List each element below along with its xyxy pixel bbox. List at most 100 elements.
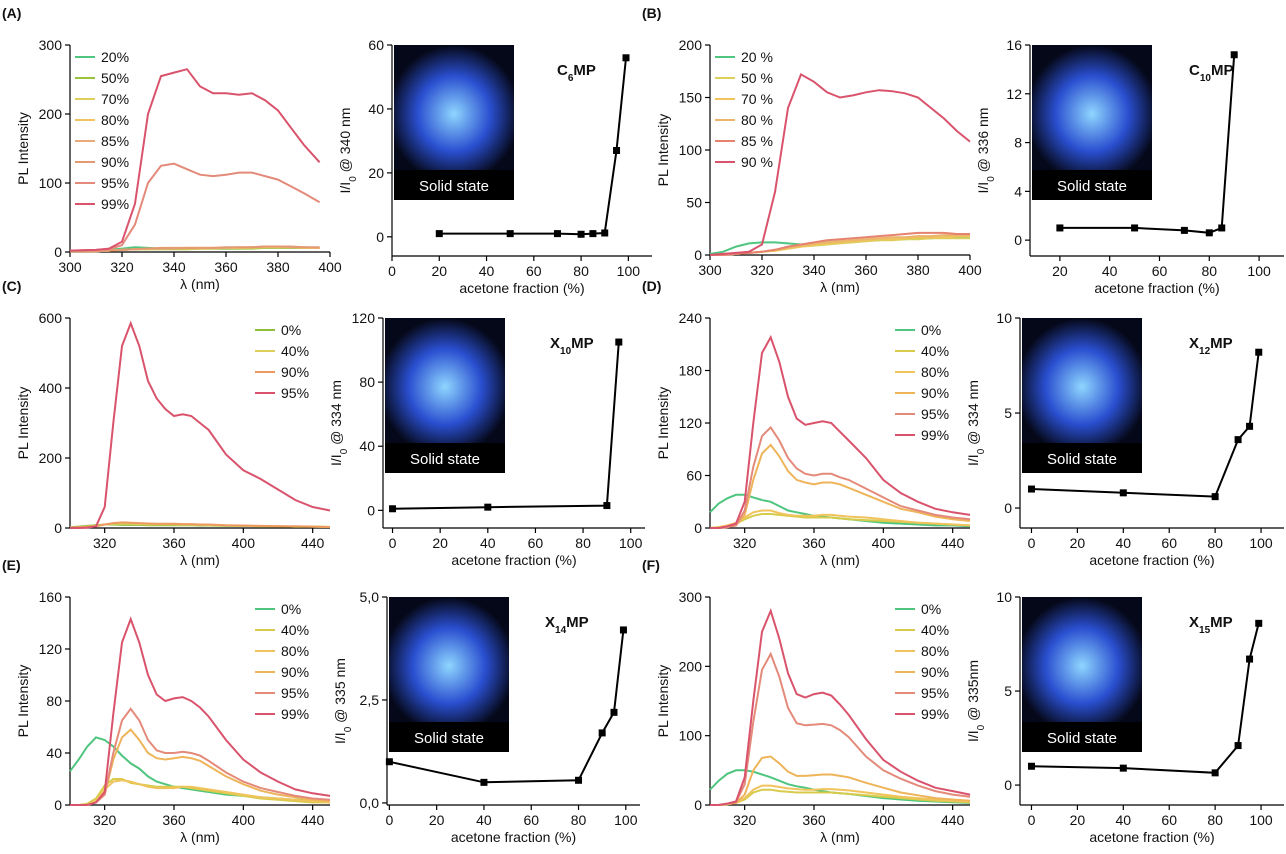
legend-label: 40% (281, 622, 309, 638)
y-tick-label: 40 (46, 745, 62, 761)
marker (1211, 493, 1219, 501)
y-tick-label: 100 (39, 175, 63, 191)
x-tick-label: 80 (571, 812, 587, 828)
marker (598, 729, 606, 737)
x-axis-label: acetone fraction (%) (1089, 829, 1214, 845)
legend-label: 99% (921, 427, 949, 443)
y-axis-label-sub: 0 (343, 726, 354, 732)
legend-label: 99% (921, 706, 949, 722)
x-tick-label: 0 (1028, 812, 1036, 828)
marker (1234, 742, 1242, 750)
x-tick-label: 60 (528, 535, 544, 551)
annotation: X15MP (1189, 614, 1233, 636)
legend-label: 70% (101, 91, 129, 107)
x-tick-label: 60 (1152, 263, 1168, 279)
y-tick-label: 0 (694, 247, 702, 263)
annotation-sub: 15 (1199, 625, 1211, 636)
spectrum-line (710, 755, 971, 806)
x-tick-label: 400 (872, 812, 896, 828)
x-tick-label: 300 (698, 262, 722, 278)
y-tick-label: 4 (1014, 183, 1022, 199)
marker (1230, 51, 1238, 59)
trend-line (1059, 54, 1236, 234)
marker (1056, 224, 1064, 232)
y-tick-label: 8 (1014, 135, 1022, 151)
annotation-part: X (545, 614, 555, 631)
spectrum-line (710, 425, 971, 529)
x-tick-label: 440 (941, 812, 965, 828)
legend-label: 95% (921, 685, 949, 701)
y-tick-label: 400 (39, 380, 63, 396)
photo (1022, 597, 1142, 722)
annotation-part: MP (571, 335, 594, 352)
x-axis-label: acetone fraction (%) (1089, 552, 1214, 568)
legend-label: 80 % (741, 112, 773, 128)
panel-label: (A) (2, 5, 21, 21)
panel-label: (B) (642, 5, 661, 21)
legend-label: 50 % (741, 70, 773, 86)
annotation-part: MP (1210, 335, 1233, 352)
spectrum-line (70, 245, 320, 253)
x-axis-label: λ (nm) (820, 552, 860, 568)
x-tick-label: 100 (619, 535, 643, 551)
legend-label: 0% (281, 322, 301, 338)
spectrum-line (69, 521, 331, 529)
x-tick-label: 100 (1247, 263, 1271, 279)
spectrum-line (710, 443, 971, 529)
photo (1032, 45, 1152, 170)
spectrum-line (70, 728, 331, 806)
y-axis-label-sub: 0 (976, 724, 987, 730)
x-tick-label: 20 (1052, 263, 1068, 279)
legend-label: 95% (101, 175, 129, 191)
x-tick-label: 100 (1249, 535, 1273, 551)
x-tick-label: 40 (480, 535, 496, 551)
x-tick-label: 0 (389, 535, 397, 551)
x-tick-label: 20 (429, 812, 445, 828)
marker (1119, 489, 1127, 497)
spectrum-line (710, 788, 971, 806)
photo (389, 597, 509, 722)
trend-line (389, 629, 625, 784)
y-axis-label-sub: 0 (986, 176, 997, 182)
legend-label: 0% (921, 601, 941, 617)
legend-label: 20 % (741, 49, 773, 65)
trend-line (439, 57, 627, 236)
marker (389, 505, 397, 513)
y-tick-label: 120 (39, 641, 63, 657)
legend-label: 80% (101, 112, 129, 128)
x-axis-label: acetone fraction (%) (451, 552, 576, 568)
photo-caption: Solid state (1047, 730, 1117, 747)
photo-caption: Solid state (410, 451, 480, 468)
y-tick-label: 50 (686, 195, 702, 211)
y-tick-label: 200 (39, 106, 63, 122)
y-axis-label-part: @ 340 nm (337, 108, 353, 177)
photo-caption: Solid state (419, 178, 489, 195)
y-axis-label: PL Intensity (655, 665, 671, 738)
y-tick-label: 0 (694, 520, 702, 536)
y-tick-label: 0 (54, 520, 62, 536)
x-tick-label: 80 (575, 535, 591, 551)
x-tick-label: 0 (385, 812, 393, 828)
x-tick-label: 60 (523, 812, 539, 828)
legend-label: 80% (921, 643, 949, 659)
annotation-part: C (557, 62, 568, 79)
spectrum-line (710, 607, 971, 806)
y-tick-label: 12 (1006, 86, 1022, 102)
y-tick-label: 5 (1004, 683, 1012, 699)
legend-label: 90% (281, 364, 309, 380)
annotation-sub: 10 (1200, 73, 1212, 84)
x-axis-label: λ (nm) (820, 279, 860, 295)
photo-caption-bg (1032, 170, 1152, 200)
y-axis-label-part: I/I (332, 732, 348, 744)
annotation: C6MP (557, 62, 596, 84)
annotation-part: C (1189, 62, 1200, 79)
marker (1180, 226, 1188, 234)
photo-caption-bg (385, 443, 505, 473)
annotation-sub: 6 (568, 73, 574, 84)
spectrum-line (70, 616, 331, 806)
y-tick-label: 180 (679, 363, 703, 379)
x-axis-label: λ (nm) (180, 276, 220, 292)
legend-label: 99% (281, 706, 309, 722)
panel-label: (C) (2, 278, 21, 294)
annotation-part: MP (1210, 614, 1233, 631)
